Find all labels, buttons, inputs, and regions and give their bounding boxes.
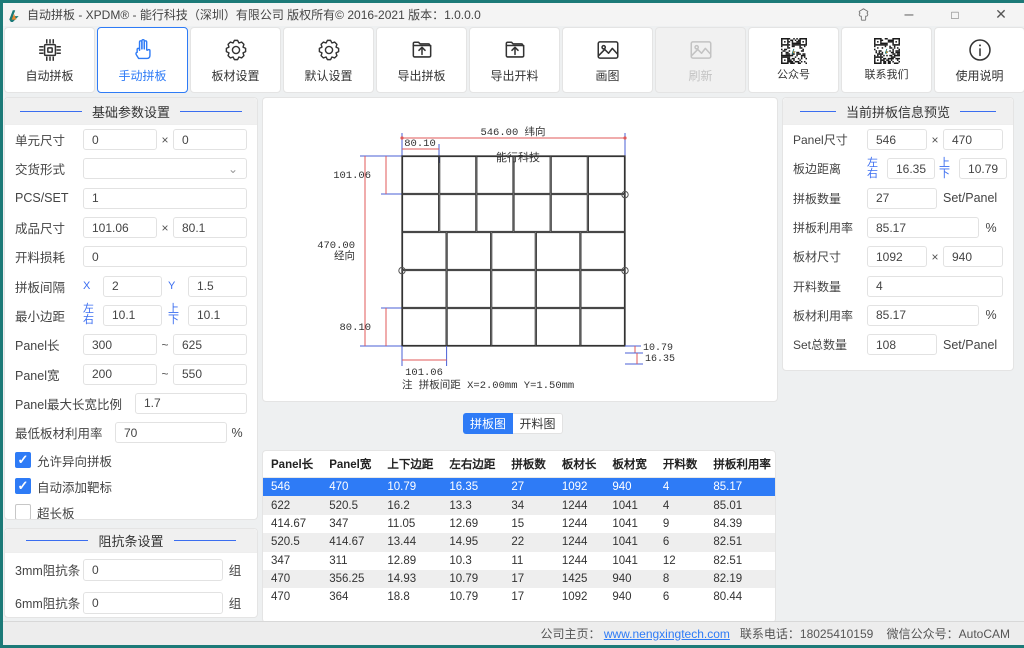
svg-text:546.00 纬向: 546.00 纬向 (480, 125, 545, 139)
svg-text:80.10: 80.10 (339, 322, 371, 334)
svg-text:101.06: 101.06 (405, 367, 443, 379)
svg-text:经向: 经向 (334, 249, 355, 263)
svg-text:80.10: 80.10 (404, 138, 436, 150)
svg-text:16.35: 16.35 (645, 354, 675, 365)
svg-text:注 拼板间距 X=2.00mm Y=1.50mm: 注 拼板间距 X=2.00mm Y=1.50mm (402, 378, 574, 392)
svg-text:能行科技: 能行科技 (496, 150, 540, 165)
svg-text:10.79: 10.79 (643, 343, 673, 354)
